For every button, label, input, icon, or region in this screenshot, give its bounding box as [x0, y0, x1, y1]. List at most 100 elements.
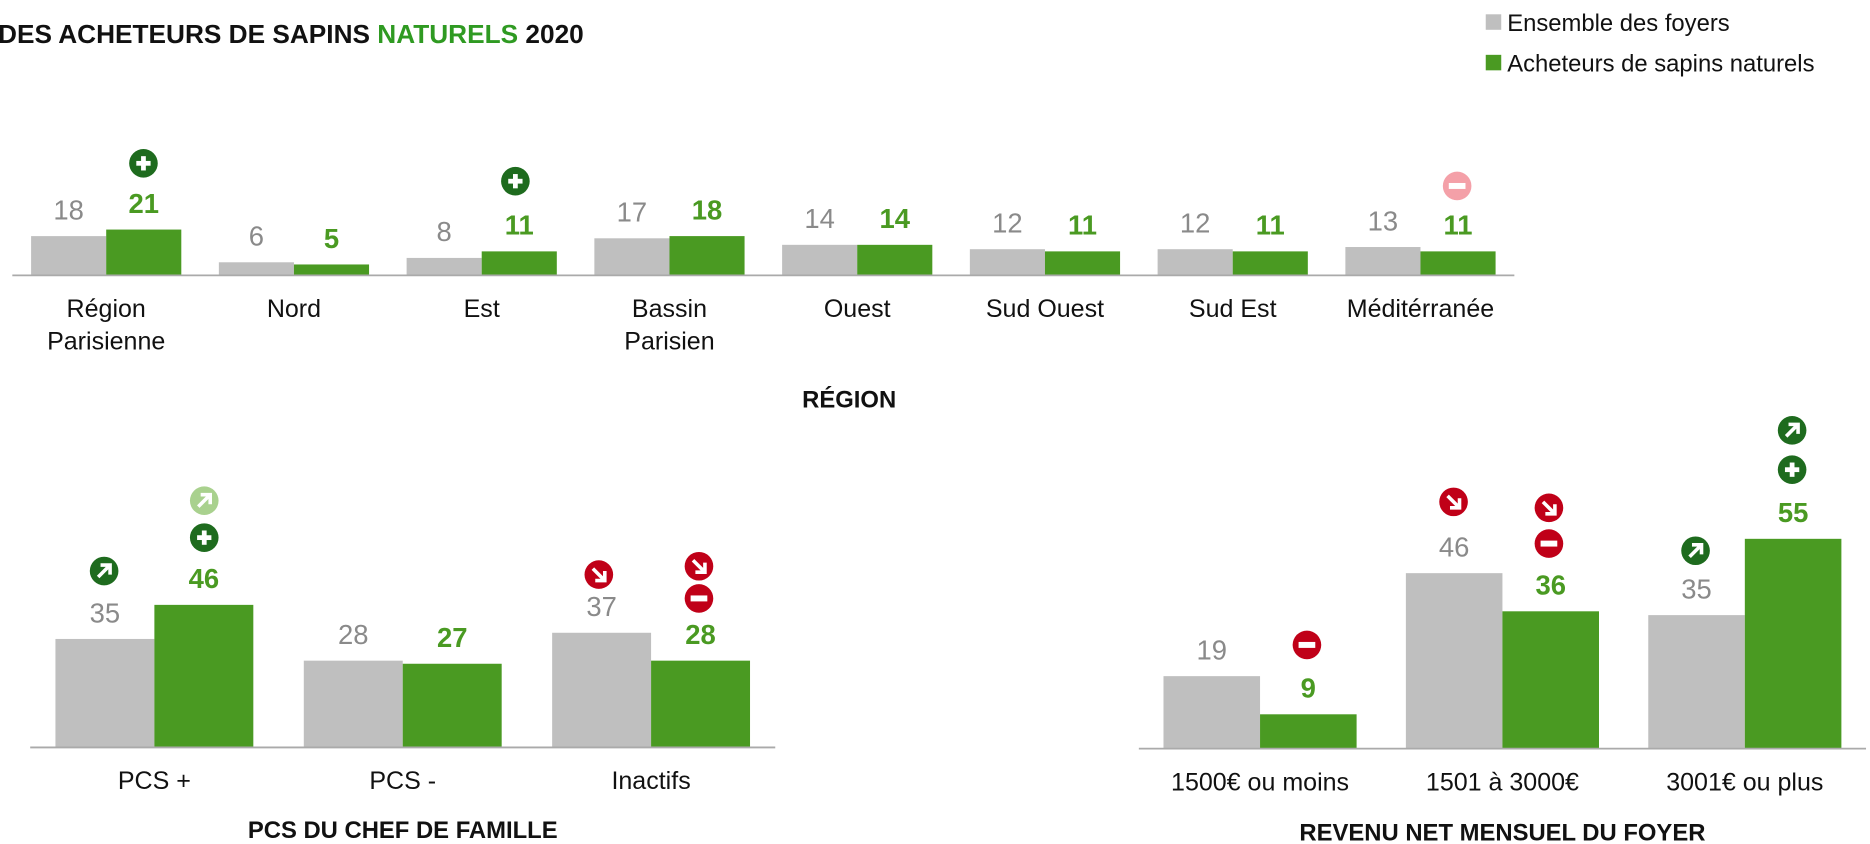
value-label: 14 [804, 203, 834, 234]
bar [669, 236, 745, 276]
icon-down [1532, 491, 1566, 524]
x-tick-label: Nord [267, 295, 321, 323]
x-tick-label: Bassin Parisien [624, 295, 714, 356]
x-tick-label: 1500€ ou moins [1171, 768, 1349, 796]
value-label: 8 [437, 216, 452, 247]
legend-swatch [1485, 54, 1502, 71]
icon-down [682, 550, 716, 583]
bar [106, 229, 182, 276]
value-label: 5 [324, 223, 339, 254]
value-label: 27 [437, 622, 467, 653]
x-tick-label: Ouest [824, 295, 891, 323]
legend: Ensemble des foyers Acheteurs de sapins n… [1485, 10, 1815, 78]
bar [1345, 247, 1421, 276]
value-label: 9 [1301, 673, 1316, 704]
bar [552, 632, 652, 748]
bar [1157, 249, 1233, 276]
x-tick-label: Est [464, 295, 500, 323]
value-label: 11 [1256, 210, 1285, 241]
value-label: 17 [617, 197, 647, 228]
title-part: 2020 [525, 19, 583, 49]
bar [154, 604, 254, 748]
value-label: 18 [692, 194, 722, 225]
bar [1420, 251, 1496, 276]
bar [594, 238, 670, 276]
x-tick-label: PCS + [118, 767, 191, 795]
icon-plus [1777, 455, 1807, 484]
bar [1648, 615, 1745, 749]
icon-up [188, 484, 221, 517]
value-label: 28 [685, 619, 715, 650]
title-part: NATURELS [377, 19, 518, 49]
icon-up [88, 554, 121, 588]
legend-swatch [1485, 14, 1502, 30]
x-tick-label: Région Parisienne [47, 295, 165, 356]
value-label: 18 [53, 194, 83, 225]
value-label: 55 [1778, 497, 1808, 528]
x-tick-label: Sud Est [1189, 295, 1277, 323]
icon-plus [129, 149, 158, 178]
value-label: 46 [1439, 531, 1469, 562]
bar [857, 244, 933, 276]
value-label: 36 [1535, 570, 1565, 601]
x-tick-label: PCS - [369, 767, 436, 795]
value-label: 11 [505, 210, 534, 241]
value-label: 11 [1068, 210, 1097, 241]
bar [55, 638, 155, 748]
icon-minus [1292, 630, 1322, 660]
value-label: 11 [1444, 210, 1473, 241]
value-label: 37 [586, 591, 616, 622]
line: Bassin [632, 295, 707, 323]
value-label: 35 [90, 597, 120, 628]
bar [303, 660, 403, 748]
bar [1044, 251, 1121, 276]
x-tick-label: Méditérranée [1347, 295, 1494, 323]
bar [481, 251, 557, 276]
icon-plus [501, 166, 530, 196]
value-label: 13 [1368, 205, 1398, 236]
icon-down [1437, 485, 1470, 518]
legend-label: Acheteurs de sapins naturels [1507, 51, 1814, 78]
value-label: 35 [1681, 573, 1711, 604]
x-axis-label: REVENU NET MENSUEL DU FOYER [1299, 819, 1705, 844]
x-axis-label: RÉGION [802, 386, 896, 414]
value-label: 28 [338, 619, 368, 650]
bar [782, 244, 858, 276]
value-label: 14 [880, 203, 911, 234]
bar [969, 249, 1045, 276]
title-part: DES ACHETEURS DE SAPINS [0, 19, 370, 49]
x-tick-label: Sud Ouest [986, 295, 1104, 323]
title: DES ACHETEURS DE SAPINS NATURELS 2020 [0, 19, 584, 49]
value-label: 46 [189, 563, 219, 594]
value-label: 6 [249, 221, 264, 252]
bar [406, 257, 482, 276]
legend-label: Ensemble des foyers [1507, 10, 1730, 37]
icon-minus [684, 584, 714, 613]
x-tick-label: Inactifs [611, 767, 690, 795]
line: Parisien [624, 328, 714, 356]
icon-minus [1442, 171, 1472, 201]
bar [1232, 251, 1308, 276]
bar [31, 236, 107, 276]
bar [1405, 573, 1503, 749]
icon-up [1776, 414, 1809, 447]
bar [651, 660, 751, 748]
bar [1163, 676, 1261, 749]
line: Région [67, 295, 146, 323]
x-tick-label: 1501 à 3000€ [1426, 768, 1579, 796]
x-tick-label: 3001€ ou plus [1666, 768, 1823, 796]
bar [1744, 538, 1842, 749]
icon-plus [189, 523, 219, 552]
bar [402, 663, 502, 748]
icon-minus [1534, 529, 1564, 558]
line: Parisienne [47, 328, 165, 356]
x-axis-label: PCS DU CHEF DE FAMILLE [248, 817, 558, 844]
bar [218, 262, 294, 276]
value-label: 21 [129, 188, 159, 219]
bar [1502, 611, 1599, 749]
icon-down [582, 558, 615, 591]
value-label: 12 [992, 208, 1022, 239]
value-label: 19 [1197, 634, 1227, 665]
value-label: 12 [1180, 208, 1210, 239]
